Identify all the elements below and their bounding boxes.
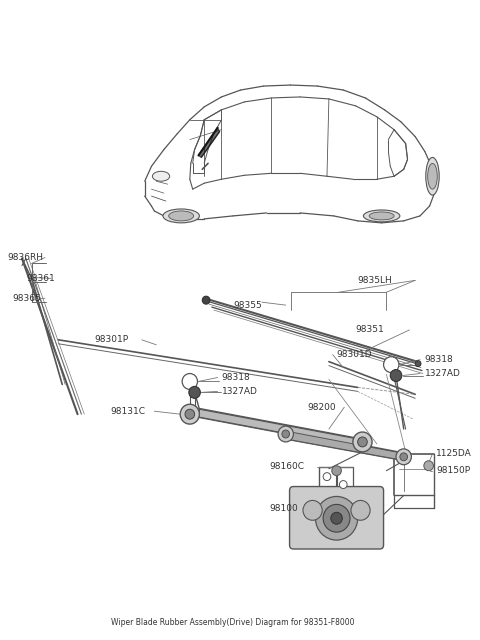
- Circle shape: [282, 430, 289, 438]
- Ellipse shape: [153, 172, 169, 181]
- Circle shape: [278, 426, 293, 442]
- Circle shape: [331, 512, 342, 524]
- Circle shape: [189, 387, 200, 398]
- Text: 98150P: 98150P: [436, 466, 470, 475]
- Text: 1125DA: 1125DA: [436, 449, 472, 458]
- Circle shape: [315, 497, 358, 540]
- Circle shape: [384, 356, 399, 372]
- Text: 98365: 98365: [12, 294, 41, 303]
- Text: 98301P: 98301P: [94, 335, 128, 344]
- Text: 98361: 98361: [27, 274, 56, 283]
- Circle shape: [323, 473, 331, 481]
- Circle shape: [415, 361, 421, 367]
- Text: 98355: 98355: [233, 301, 262, 310]
- Text: 9835LH: 9835LH: [358, 276, 393, 285]
- Text: 9836RH: 9836RH: [8, 253, 44, 262]
- Circle shape: [396, 449, 411, 465]
- Circle shape: [180, 404, 199, 424]
- FancyBboxPatch shape: [289, 486, 384, 549]
- Circle shape: [351, 500, 370, 520]
- Text: 1327AD: 1327AD: [425, 369, 461, 378]
- Text: 98301D: 98301D: [336, 350, 372, 359]
- Circle shape: [390, 369, 402, 381]
- Circle shape: [424, 461, 433, 470]
- Circle shape: [400, 453, 408, 461]
- Circle shape: [303, 500, 322, 520]
- Text: 1327AD: 1327AD: [221, 387, 257, 396]
- Text: 98100: 98100: [269, 504, 298, 513]
- Text: 98160C: 98160C: [269, 462, 304, 471]
- Circle shape: [182, 374, 197, 389]
- Circle shape: [339, 481, 347, 488]
- Circle shape: [323, 504, 350, 532]
- Circle shape: [332, 466, 341, 476]
- Text: 98318: 98318: [425, 355, 454, 364]
- Text: Wiper Blade Rubber Assembly(Drive) Diagram for 98351-F8000: Wiper Blade Rubber Assembly(Drive) Diagr…: [111, 618, 355, 627]
- Circle shape: [353, 432, 372, 452]
- Ellipse shape: [163, 209, 199, 223]
- Text: 98351: 98351: [356, 325, 384, 335]
- Ellipse shape: [363, 210, 400, 222]
- Ellipse shape: [168, 211, 193, 221]
- Circle shape: [185, 409, 194, 419]
- Polygon shape: [286, 431, 406, 461]
- Ellipse shape: [369, 212, 394, 220]
- Ellipse shape: [426, 157, 439, 195]
- Circle shape: [202, 296, 210, 304]
- Polygon shape: [198, 128, 219, 157]
- Text: 98131C: 98131C: [110, 406, 145, 416]
- Text: 98200: 98200: [308, 403, 336, 412]
- Text: 98318: 98318: [221, 373, 250, 382]
- Polygon shape: [199, 409, 358, 447]
- Ellipse shape: [428, 163, 437, 189]
- Circle shape: [358, 437, 367, 447]
